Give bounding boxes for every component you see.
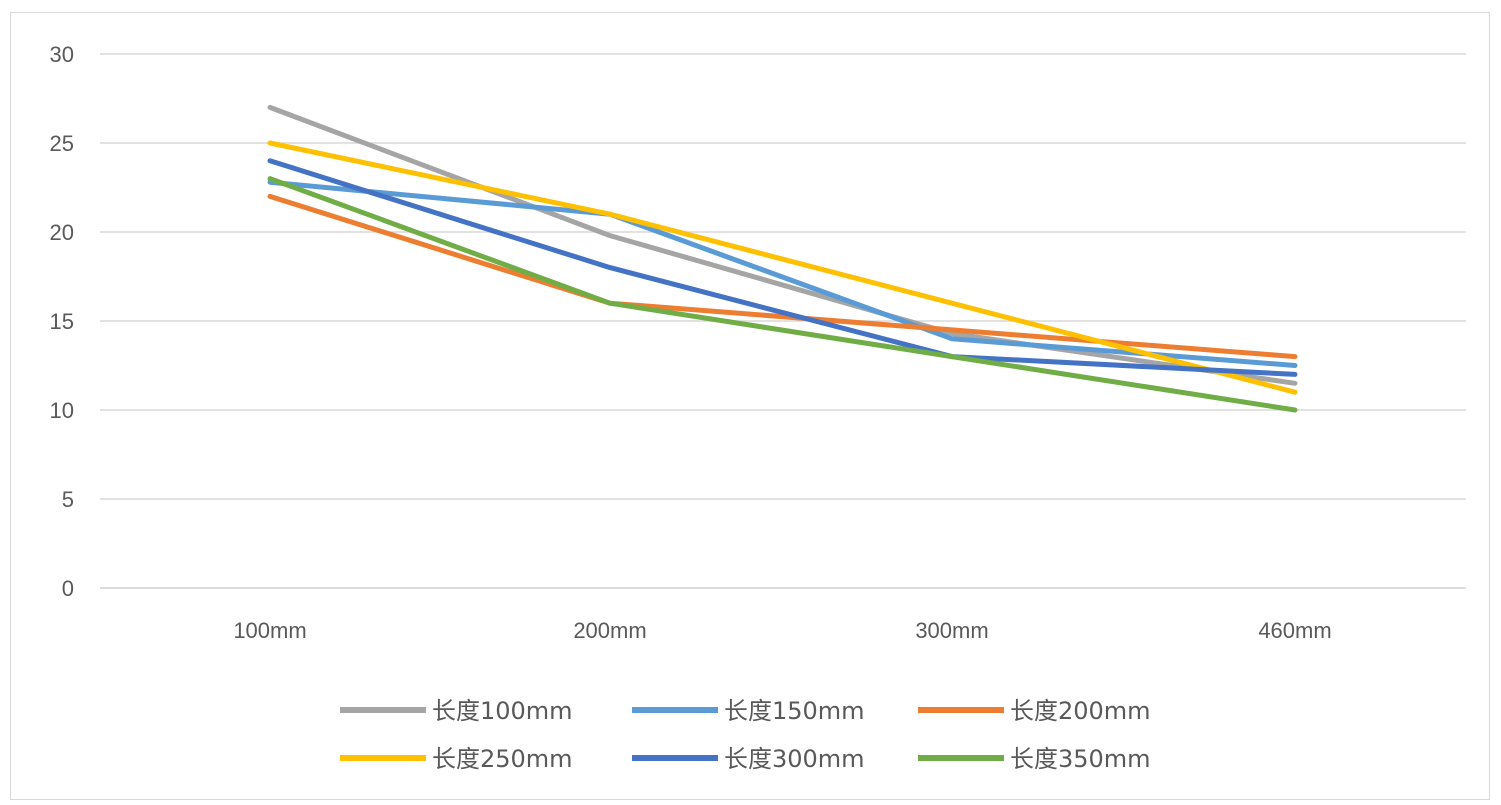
legend-item: 长度300mm — [632, 745, 865, 773]
series-lines — [267, 104, 1298, 413]
legend-label: 长度300mm — [724, 745, 865, 773]
y-axis-tick-labels: 0 5 10 15 20 25 30 — [50, 42, 74, 601]
y-tick-label: 30 — [50, 42, 74, 67]
x-tick-label: 460mm — [1258, 618, 1331, 643]
legend-label: 长度250mm — [432, 745, 573, 773]
x-axis-tick-labels: 100mm 200mm 300mm 460mm — [233, 618, 1331, 643]
y-tick-label: 20 — [50, 220, 74, 245]
x-tick-label: 300mm — [915, 618, 988, 643]
legend-item: 长度200mm — [918, 697, 1151, 725]
legend-label: 长度150mm — [724, 697, 865, 725]
series-line-5 — [267, 158, 1298, 377]
y-tick-label: 0 — [62, 576, 74, 601]
legend-item: 长度350mm — [918, 745, 1151, 773]
legend: 长度100mm 长度150mm 长度200mm 长度250mm 长度300mm 长度350… — [340, 697, 1151, 773]
x-tick-label: 100mm — [233, 618, 306, 643]
x-tick-label: 200mm — [573, 618, 646, 643]
series-line-3 — [267, 193, 1298, 360]
legend-item: 长度150mm — [632, 697, 865, 725]
gridlines — [100, 53, 1466, 589]
legend-item: 长度100mm — [340, 697, 573, 725]
legend-label: 长度350mm — [1010, 745, 1151, 773]
y-tick-label: 25 — [50, 131, 74, 156]
legend-label: 长度200mm — [1010, 697, 1151, 725]
series-line-4 — [267, 140, 1298, 395]
y-tick-label: 15 — [50, 309, 74, 334]
y-tick-label: 5 — [62, 487, 74, 512]
series-line-6 — [267, 176, 1298, 413]
series-line-2 — [267, 179, 1298, 368]
y-tick-label: 10 — [50, 398, 74, 423]
legend-label: 长度100mm — [432, 697, 573, 725]
legend-item: 长度250mm — [340, 745, 573, 773]
series-line-1 — [267, 104, 1298, 386]
